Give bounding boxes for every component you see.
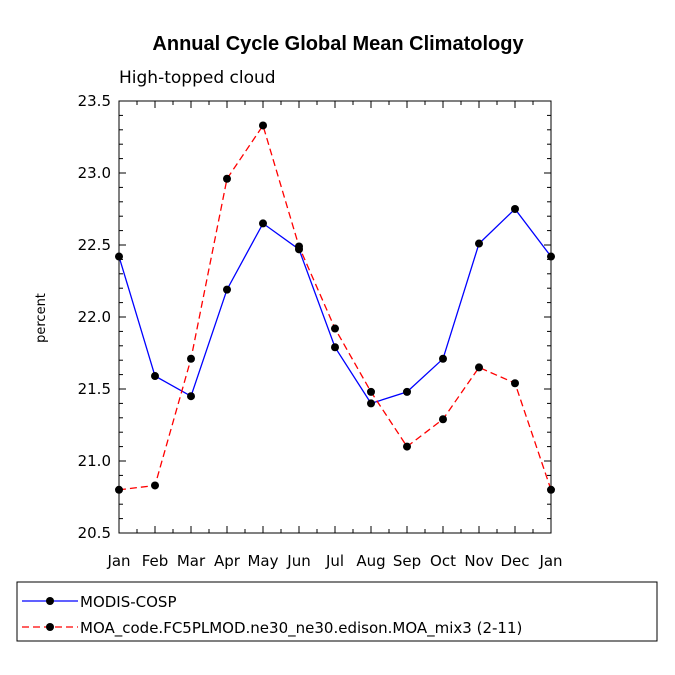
legend-marker-1 xyxy=(46,623,54,631)
series-0-point xyxy=(151,372,159,381)
x-tick-label: Jun xyxy=(286,552,310,570)
series-1-point xyxy=(187,354,195,363)
x-tick-label: Jan xyxy=(538,552,562,570)
axis-ticks: 20.5 21.0 21.5 22.0 22.5 23.0 23.5 Jan Feb Mar Apr… xyxy=(78,92,563,570)
series-1-point xyxy=(259,121,267,130)
x-tick-label: Feb xyxy=(142,552,169,570)
series-0-point xyxy=(475,239,483,248)
series-0-point xyxy=(115,252,123,261)
y-tick-label: 21.0 xyxy=(78,452,111,470)
y-tick-label: 22.0 xyxy=(78,308,111,326)
series-1-point xyxy=(511,379,519,388)
y-tick-label: 20.5 xyxy=(78,524,111,542)
x-tick-label: Jan xyxy=(106,552,130,570)
series-0-point xyxy=(367,399,375,408)
series-1-point xyxy=(115,485,123,494)
series-0-point xyxy=(223,285,231,294)
legend-marker-0 xyxy=(46,597,54,605)
series-1-point xyxy=(547,485,555,494)
series-line-1 xyxy=(118,123,552,491)
x-tick-label: Nov xyxy=(464,552,493,570)
series-0-point xyxy=(439,354,447,363)
series-1-point xyxy=(295,242,303,251)
x-tick-label: Mar xyxy=(177,552,206,570)
y-tick-label: 23.0 xyxy=(78,164,111,182)
x-tick-label: Oct xyxy=(430,552,456,570)
series-0-point xyxy=(511,205,519,213)
x-tick-label: May xyxy=(247,552,278,570)
x-tick-label: Aug xyxy=(356,552,385,570)
series-1-point xyxy=(223,174,231,183)
chart-subtitle: High-topped cloud xyxy=(119,68,276,88)
series-1-point xyxy=(439,415,447,424)
series-0-point xyxy=(403,387,411,396)
series-1-point xyxy=(331,324,339,333)
y-tick-label: 21.5 xyxy=(78,380,111,398)
series-0-point xyxy=(331,343,339,352)
x-tick-label: Jul xyxy=(325,552,344,570)
series-line-0 xyxy=(118,208,552,405)
series-1-point xyxy=(475,363,483,372)
series-layer xyxy=(115,121,555,494)
legend-label-0: MODIS-COSP xyxy=(80,593,177,611)
legend: MODIS-COSP MOA_code.FC5PLMOD.ne30_ne30.ed… xyxy=(16,581,658,642)
plot-frame xyxy=(118,100,552,534)
x-tick-label: Apr xyxy=(214,552,241,570)
series-1-point xyxy=(151,481,159,490)
chart-title: Annual Cycle Global Mean Climatology xyxy=(152,33,524,55)
series-1-point xyxy=(403,442,411,451)
series-0-point xyxy=(547,252,555,261)
series-0-point xyxy=(259,219,267,228)
y-tick-label: 22.5 xyxy=(78,236,111,254)
y-axis-label: percent xyxy=(34,293,49,343)
legend-box xyxy=(16,581,658,642)
series-1-point xyxy=(367,387,375,396)
y-tick-label: 23.5 xyxy=(78,92,111,110)
legend-label-1: MOA_code.FC5PLMOD.ne30_ne30.edison.MOA_m… xyxy=(80,619,522,638)
x-tick-label: Dec xyxy=(500,552,529,570)
series-0-point xyxy=(187,392,195,401)
x-tick-label: Sep xyxy=(393,552,421,570)
